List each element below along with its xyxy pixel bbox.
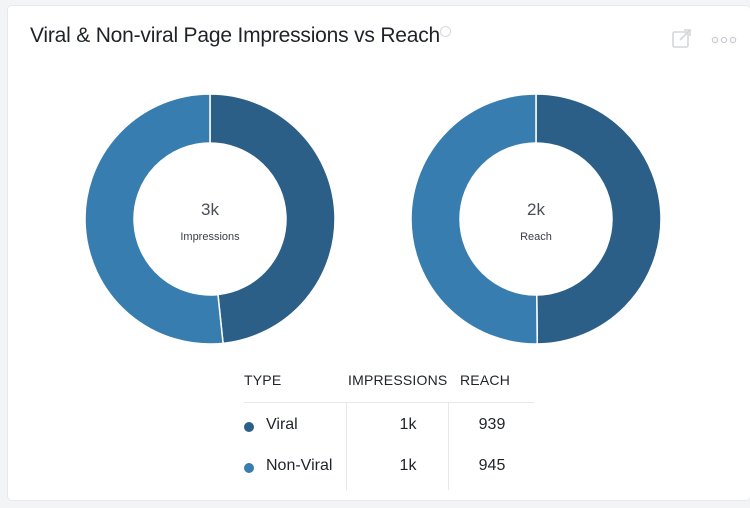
chart-title: Viral & Non-viral Page Impressions vs Re… (30, 24, 441, 47)
reach-total: 2k (527, 200, 545, 219)
donut-slice-non-viral[interactable] (84, 93, 224, 345)
row-impressions: 1k (399, 416, 417, 433)
external-link-icon[interactable] (671, 28, 693, 50)
header-divider (244, 402, 534, 403)
table-row-viral: Viral 1k 939 (244, 408, 534, 448)
column-divider (346, 402, 347, 490)
info-icon[interactable] (440, 26, 451, 37)
header-type: TYPE (244, 372, 282, 388)
column-divider (448, 402, 449, 490)
table-row-non-viral: Non-Viral 1k 945 (244, 449, 534, 489)
viral-legend-dot (244, 422, 254, 432)
row-impressions: 1k (399, 457, 417, 474)
impressions-donut: 3k Impressions (83, 92, 337, 346)
chart-card: Viral & Non-viral Page Impressions vs Re… (8, 6, 750, 500)
reach-donut: 2k Reach (409, 92, 663, 346)
non-viral-legend-dot (244, 463, 254, 473)
donut-slice-viral[interactable] (209, 93, 336, 345)
row-reach: 945 (478, 457, 506, 474)
header-impressions: IMPRESSIONS (348, 372, 448, 388)
reach-donut-svg (410, 93, 662, 345)
header-reach: REACH (460, 372, 511, 388)
impressions-label: Impressions (180, 231, 240, 243)
donut-slice-non-viral[interactable] (410, 93, 539, 345)
row-reach: 939 (478, 416, 506, 433)
reach-label: Reach (520, 231, 552, 243)
impressions-donut-svg (84, 93, 336, 345)
more-options-icon[interactable] (711, 36, 737, 44)
impressions-total: 3k (201, 200, 219, 219)
row-type: Non-Viral (266, 457, 333, 474)
row-type: Viral (266, 416, 298, 433)
donut-slice-viral[interactable] (535, 93, 662, 345)
